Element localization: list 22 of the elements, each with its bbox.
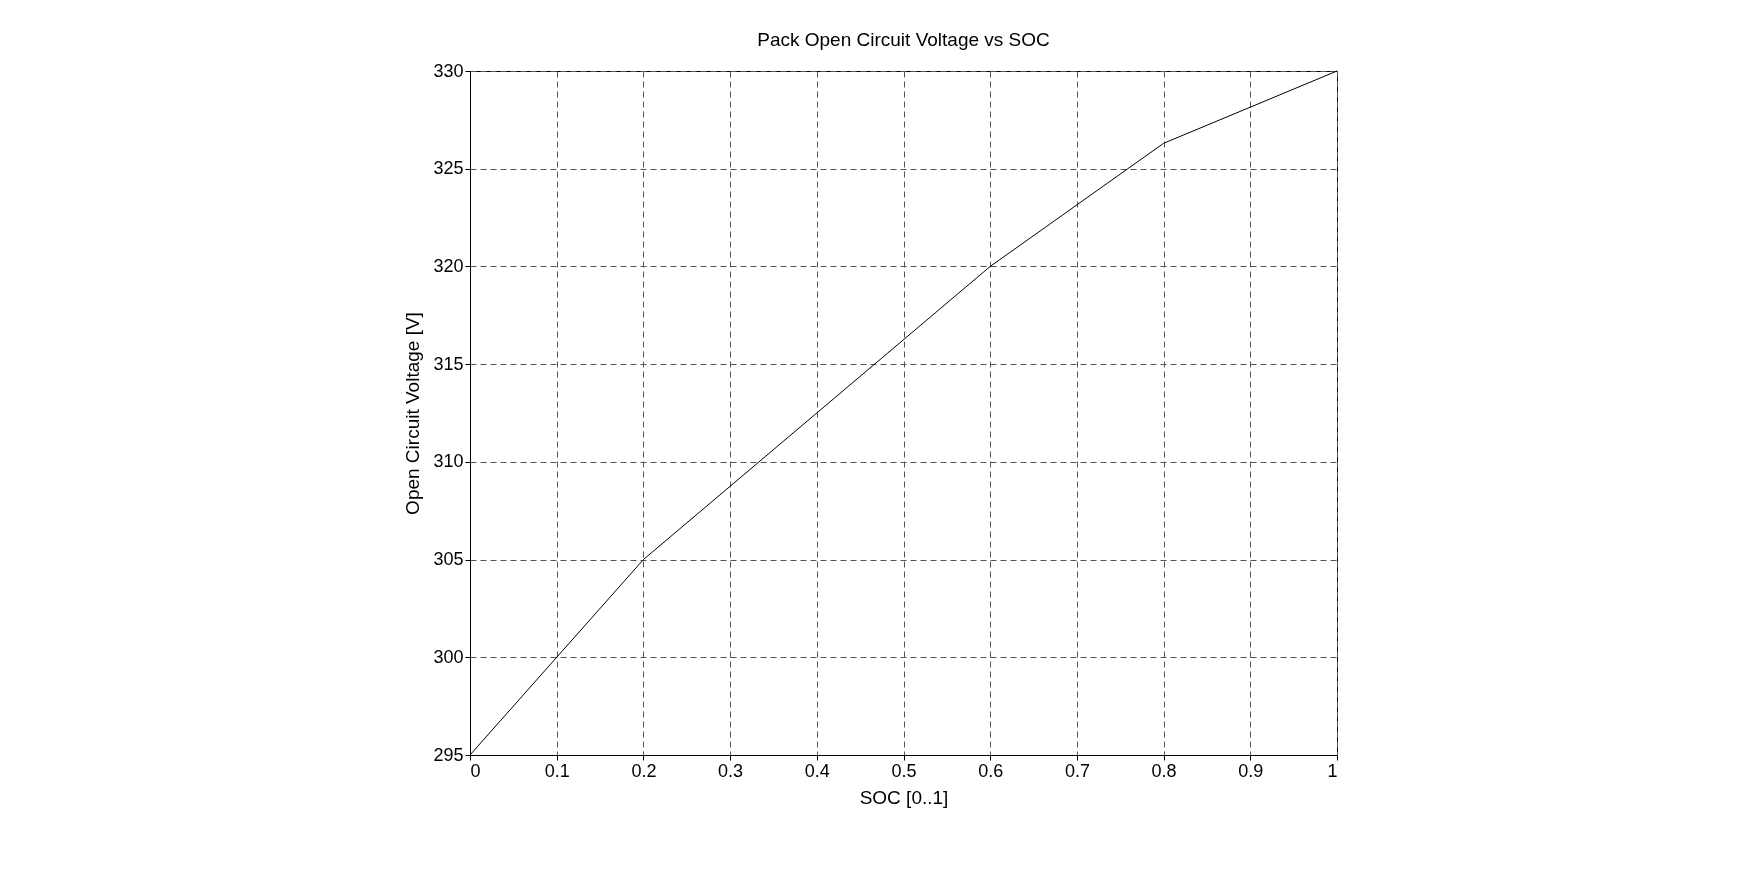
y-tick-label: 325	[433, 158, 464, 179]
y-tick-label: 315	[433, 353, 464, 374]
x-tick-label: 0.9	[1238, 760, 1264, 781]
x-tick-label: 0.2	[631, 760, 657, 781]
x-tick-label: 0.5	[891, 760, 917, 781]
y-tick-label: 310	[433, 451, 464, 472]
x-tick-label: 0	[470, 760, 481, 781]
y-tick-label: 330	[433, 60, 464, 81]
y-tick-label: 320	[433, 255, 464, 276]
x-tick-label: 0.6	[978, 760, 1004, 781]
chart-title: Pack Open Circuit Voltage vs SOC	[757, 29, 1050, 50]
x-tick-label: 1	[1327, 760, 1338, 781]
x-tick-label: 0.3	[718, 760, 744, 781]
x-tick-label: 0.4	[804, 760, 830, 781]
y-tick-label: 305	[433, 549, 464, 570]
y-tick-label: 295	[433, 744, 464, 765]
y-axis-title: Open Circuit Voltage [V]	[402, 312, 424, 515]
x-tick-label: 0.8	[1151, 760, 1177, 781]
x-tick-label: 0.7	[1064, 760, 1090, 781]
y-tick-label: 300	[433, 646, 464, 667]
x-tick-label: 0.1	[544, 760, 570, 781]
x-axis-title: SOC [0..1]	[859, 786, 949, 808]
